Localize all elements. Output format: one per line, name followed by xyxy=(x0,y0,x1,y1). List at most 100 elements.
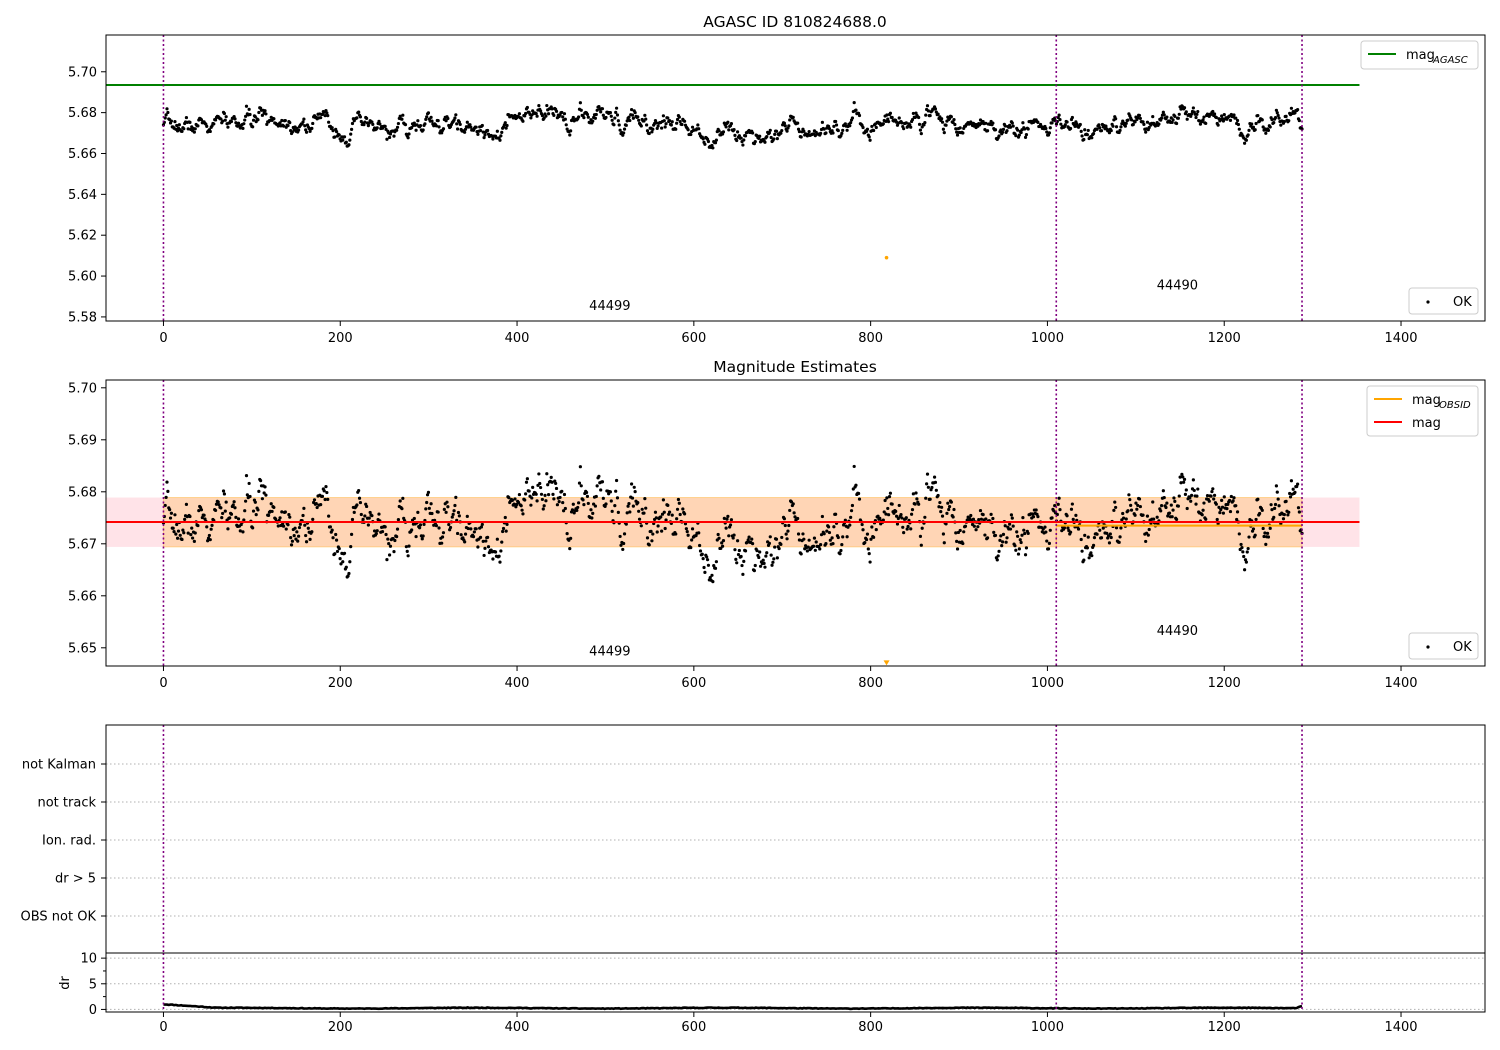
ok-data-point xyxy=(306,526,310,530)
ok-data-point xyxy=(741,572,745,576)
ok-data-point xyxy=(208,538,212,542)
ok-data-point xyxy=(670,120,674,124)
ok-data-point xyxy=(333,552,337,556)
ok-data-point xyxy=(1023,127,1027,131)
ok-data-point xyxy=(639,124,643,128)
ok-data-point xyxy=(1174,121,1179,126)
ok-data-point xyxy=(904,121,908,125)
ok-data-point xyxy=(608,111,613,115)
ok-data-point xyxy=(1201,508,1205,512)
ok-data-point xyxy=(454,113,458,117)
ok-data-point xyxy=(222,111,227,116)
ok-data-point xyxy=(785,129,789,133)
ok-data-point xyxy=(886,117,890,121)
legend-obsid-subscript: OBSID xyxy=(1439,400,1471,411)
ok-data-point xyxy=(319,503,323,507)
ok-data-point xyxy=(1019,540,1023,545)
ok-data-point xyxy=(1063,123,1067,127)
ok-data-point xyxy=(920,526,924,530)
ok-data-point xyxy=(924,113,928,117)
ok-data-point xyxy=(1068,126,1073,131)
ok-data-point xyxy=(234,121,238,125)
ok-data-point xyxy=(358,115,363,119)
ok-data-point xyxy=(1195,494,1199,498)
ok-data-point xyxy=(1288,491,1292,496)
ok-data-point xyxy=(860,522,864,527)
ok-data-point xyxy=(1274,108,1279,112)
ok-data-point xyxy=(1121,511,1125,516)
ok-data-point xyxy=(568,547,572,551)
ok-data-point xyxy=(166,110,170,115)
ok-data-point xyxy=(811,544,816,548)
ok-data-point xyxy=(228,516,232,520)
ok-data-point xyxy=(613,503,617,508)
ok-data-point xyxy=(545,472,549,476)
ok-data-point xyxy=(380,530,385,534)
ok-data-point xyxy=(256,118,260,122)
ok-data-point xyxy=(899,512,903,517)
y-tick-label: 5.65 xyxy=(68,641,97,656)
ok-data-point xyxy=(1157,122,1161,126)
ok-data-point xyxy=(711,580,715,584)
ok-data-point xyxy=(385,137,389,141)
ok-data-point xyxy=(1243,141,1247,145)
ok-data-point xyxy=(505,123,509,128)
ok-data-point xyxy=(366,124,370,128)
ok-data-point xyxy=(615,113,620,117)
ok-data-point xyxy=(1121,516,1126,520)
ok-data-point xyxy=(530,496,534,500)
ok-data-point xyxy=(727,128,731,132)
ok-data-point xyxy=(878,516,882,520)
ok-data-point xyxy=(609,499,613,503)
ok-data-point xyxy=(796,516,800,521)
axes-frame xyxy=(105,34,1486,322)
ok-data-point xyxy=(445,500,449,504)
ok-data-point xyxy=(322,489,326,493)
ok-data-point xyxy=(682,512,687,516)
ok-data-point xyxy=(913,502,917,506)
ok-data-point xyxy=(701,557,705,561)
ok-data-point xyxy=(280,510,284,514)
ok-data-point xyxy=(1058,118,1062,122)
ok-data-point xyxy=(938,500,942,505)
ok-data-point xyxy=(769,553,773,557)
ok-data-point xyxy=(813,548,817,552)
ok-data-point xyxy=(483,546,487,550)
ok-data-point xyxy=(947,507,951,512)
ok-data-point xyxy=(732,533,736,537)
ok-data-point xyxy=(924,496,928,500)
ok-data-point xyxy=(1159,509,1163,513)
ok-data-point xyxy=(363,514,367,518)
ok-data-point xyxy=(308,129,312,133)
ok-data-point xyxy=(1146,533,1150,537)
ok-data-point xyxy=(1082,137,1086,142)
ok-data-point xyxy=(604,502,608,506)
panel3-flags: not Kalman not track Ion. rad. dr > 5 OBS no… xyxy=(21,724,1486,954)
ok-data-point xyxy=(1044,126,1048,131)
ok-data-point xyxy=(334,532,338,537)
ok-data-point xyxy=(542,504,546,508)
ok-data-point xyxy=(910,118,915,122)
ok-data-point xyxy=(314,502,318,506)
ok-data-point xyxy=(199,118,204,122)
ok-data-point xyxy=(524,111,528,116)
ok-data-point xyxy=(388,544,393,548)
ok-data-point xyxy=(248,112,252,117)
ok-data-point xyxy=(1273,116,1278,120)
x-tick-label: 600 xyxy=(681,676,706,691)
ok-data-point xyxy=(164,495,168,499)
ok-data-point xyxy=(191,536,195,540)
ok-data-point xyxy=(637,118,641,122)
ok-data-point xyxy=(342,135,347,139)
ok-data-point xyxy=(1151,115,1155,119)
ok-data-point xyxy=(1171,508,1175,512)
ok-data-point xyxy=(434,524,438,528)
ok-data-point xyxy=(978,508,983,513)
ok-data-point xyxy=(902,127,906,131)
ok-data-point xyxy=(1056,115,1060,120)
ok-data-point xyxy=(375,126,379,130)
ok-data-point xyxy=(549,475,553,479)
x-tick-label: 0 xyxy=(159,1020,167,1035)
ok-data-point xyxy=(326,114,330,118)
ok-data-point xyxy=(991,121,995,125)
